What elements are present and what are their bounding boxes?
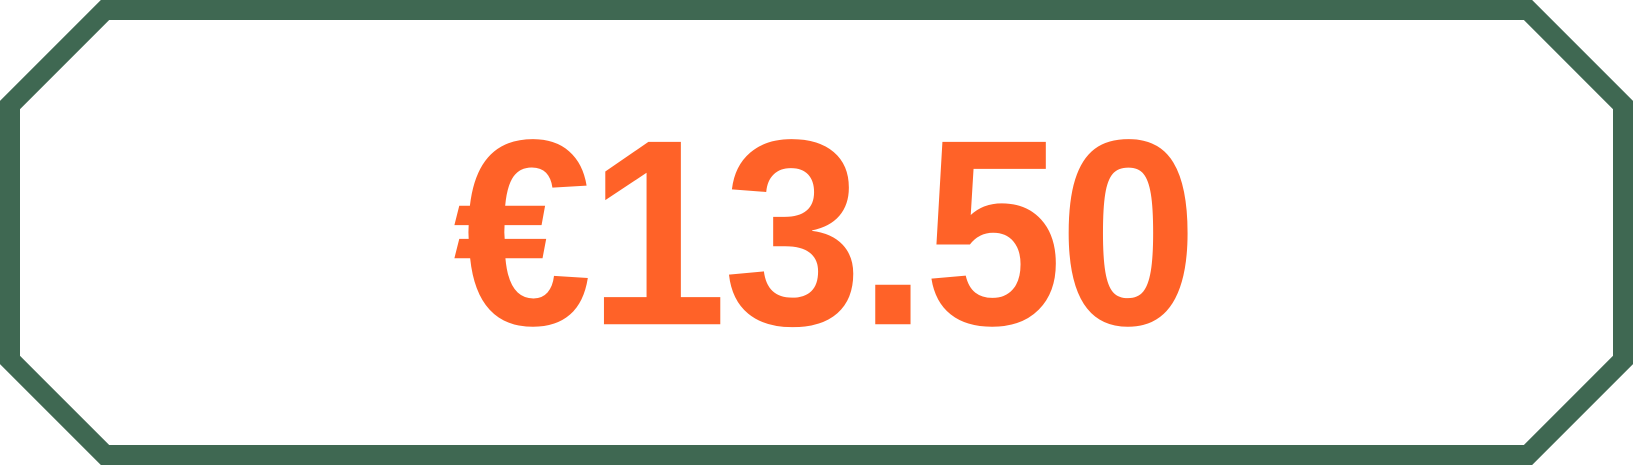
octagon-frame (0, 0, 1633, 465)
price-value: €13.50 (453, 84, 1198, 380)
octagon-border (0, 0, 1633, 465)
price-tag: €13.50 (0, 0, 1633, 465)
